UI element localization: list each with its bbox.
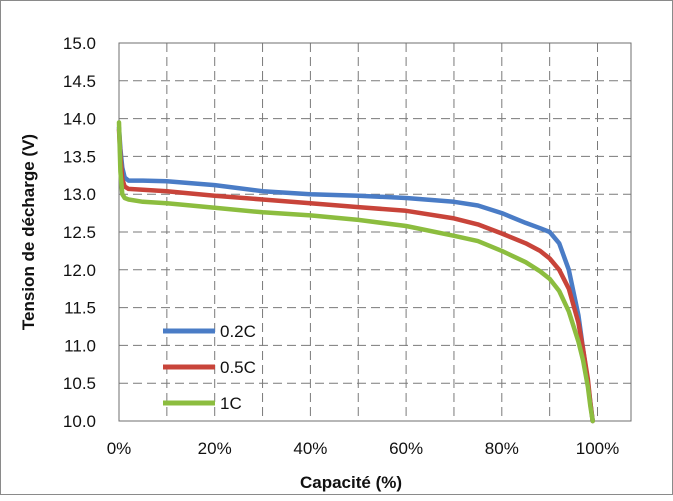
- y-tick-label: 12.5: [63, 223, 96, 242]
- y-tick-label: 10.5: [63, 374, 96, 393]
- plot-area-border: [118, 42, 632, 422]
- x-tick-label: 80%: [485, 439, 519, 458]
- series-layer: [116, 120, 595, 424]
- y-tick-label: 11.0: [64, 336, 96, 355]
- series-line-0.5C: [116, 127, 595, 424]
- y-tick-labels: 10.0 10.5 11.0 11.5 12.0 12.5 13.0 13.5 14.0 14.5…: [63, 34, 96, 431]
- x-tick-label: 0%: [107, 439, 132, 458]
- y-tick-label: 13.0: [63, 185, 96, 204]
- y-tick-label: 10.0: [63, 412, 96, 431]
- y-tick-label: 12.0: [63, 261, 96, 280]
- legend-label-0.2C: 0.2C: [220, 322, 256, 341]
- legend-label-0.5C: 0.5C: [220, 358, 256, 377]
- x-tick-labels: 0% 20% 40% 60% 80% 100%: [107, 439, 620, 458]
- y-axis-title: Tension de décharge (V): [19, 134, 38, 330]
- x-tick-label: 20%: [198, 439, 232, 458]
- series-line-1C: [116, 120, 595, 424]
- grid-layer: [119, 43, 631, 421]
- y-tick-label: 14.0: [63, 110, 96, 129]
- x-axis-title: Capacité (%): [300, 473, 402, 492]
- y-tick-label: 13.5: [63, 147, 96, 166]
- x-tick-label: 100%: [576, 439, 619, 458]
- series-line-0.2C: [116, 125, 595, 424]
- legend-label-1C: 1C: [220, 394, 242, 413]
- x-tick-label: 40%: [293, 439, 327, 458]
- y-tick-label: 15.0: [63, 34, 96, 53]
- x-tick-label: 60%: [389, 439, 423, 458]
- y-tick-label: 11.5: [64, 299, 96, 318]
- y-tick-label: 14.5: [63, 72, 96, 91]
- legend: 0.2C 0.5C 1C: [163, 322, 256, 413]
